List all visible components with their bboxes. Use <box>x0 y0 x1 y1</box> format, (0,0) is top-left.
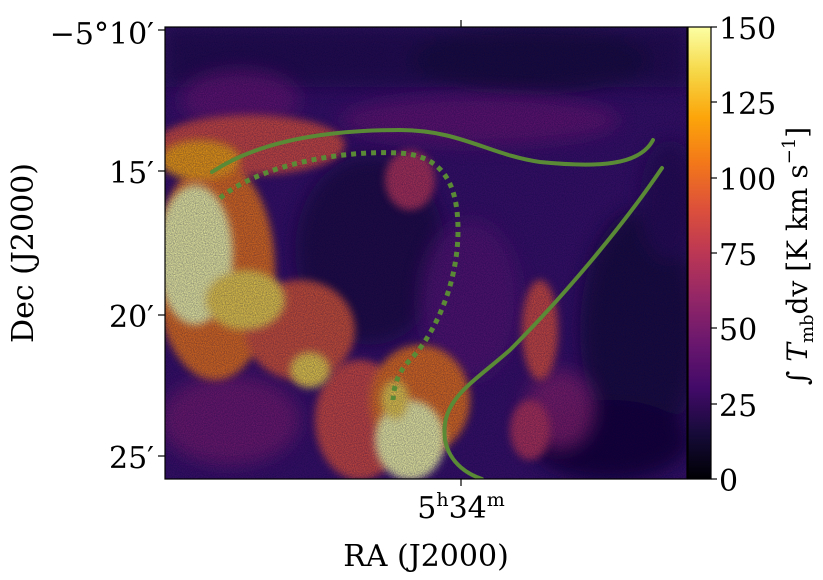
y-axis-label: Dec (J2000) <box>6 163 41 343</box>
northern-filament <box>210 127 655 174</box>
y-tick-label: −5°10′ <box>50 17 154 52</box>
colorbar-tick-label: 125 <box>719 87 776 122</box>
eastern-filament <box>442 166 664 479</box>
y-tick-label: 20′ <box>109 300 154 335</box>
map-frame <box>164 26 688 480</box>
y-tick-label: 15′ <box>109 156 154 191</box>
colorbar-tick-label: 150 <box>719 12 776 47</box>
colorbar <box>687 26 717 480</box>
y-tick-label: 25′ <box>109 441 154 476</box>
colorbar-label: ∫ Tmbdv [K km s−1] <box>779 127 818 385</box>
colorbar-tick-label: 100 <box>719 163 776 198</box>
y-axis <box>158 29 165 457</box>
x-axis-label: RA (J2000) <box>343 539 509 574</box>
colorbar-tick-label: 0 <box>719 464 738 499</box>
colorbar-tick-label: 75 <box>719 238 757 273</box>
colorbar-tick-label: 50 <box>719 313 757 348</box>
x-tick-label: 5h34m <box>417 489 505 526</box>
emission-map <box>165 27 687 479</box>
colorbar-tick-label: 25 <box>719 389 757 424</box>
